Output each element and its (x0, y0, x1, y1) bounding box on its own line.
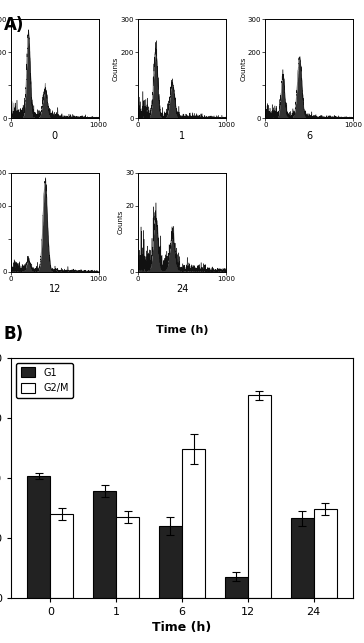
Bar (93, 491, 116, 598)
Legend: G1, G2/M: G1, G2/M (16, 363, 74, 398)
X-axis label: 6: 6 (306, 131, 312, 141)
Y-axis label: Counts: Counts (240, 57, 246, 81)
X-axis label: 12: 12 (49, 284, 61, 294)
X-axis label: 0: 0 (52, 131, 58, 141)
Bar (50, 514, 74, 598)
Bar (225, 577, 248, 598)
Y-axis label: Counts: Counts (118, 210, 123, 234)
Text: A): A) (4, 16, 24, 34)
Bar (27, 476, 50, 598)
X-axis label: Time (h): Time (h) (153, 621, 211, 634)
Text: Time (h): Time (h) (156, 325, 208, 335)
Bar (314, 509, 337, 598)
Y-axis label: Counts: Counts (113, 57, 119, 81)
Text: B): B) (4, 325, 24, 343)
Bar (159, 526, 182, 598)
Bar (116, 517, 139, 598)
X-axis label: 24: 24 (176, 284, 188, 294)
X-axis label: 1: 1 (179, 131, 185, 141)
Bar (248, 395, 271, 598)
Bar (182, 449, 205, 598)
Bar (290, 518, 314, 598)
